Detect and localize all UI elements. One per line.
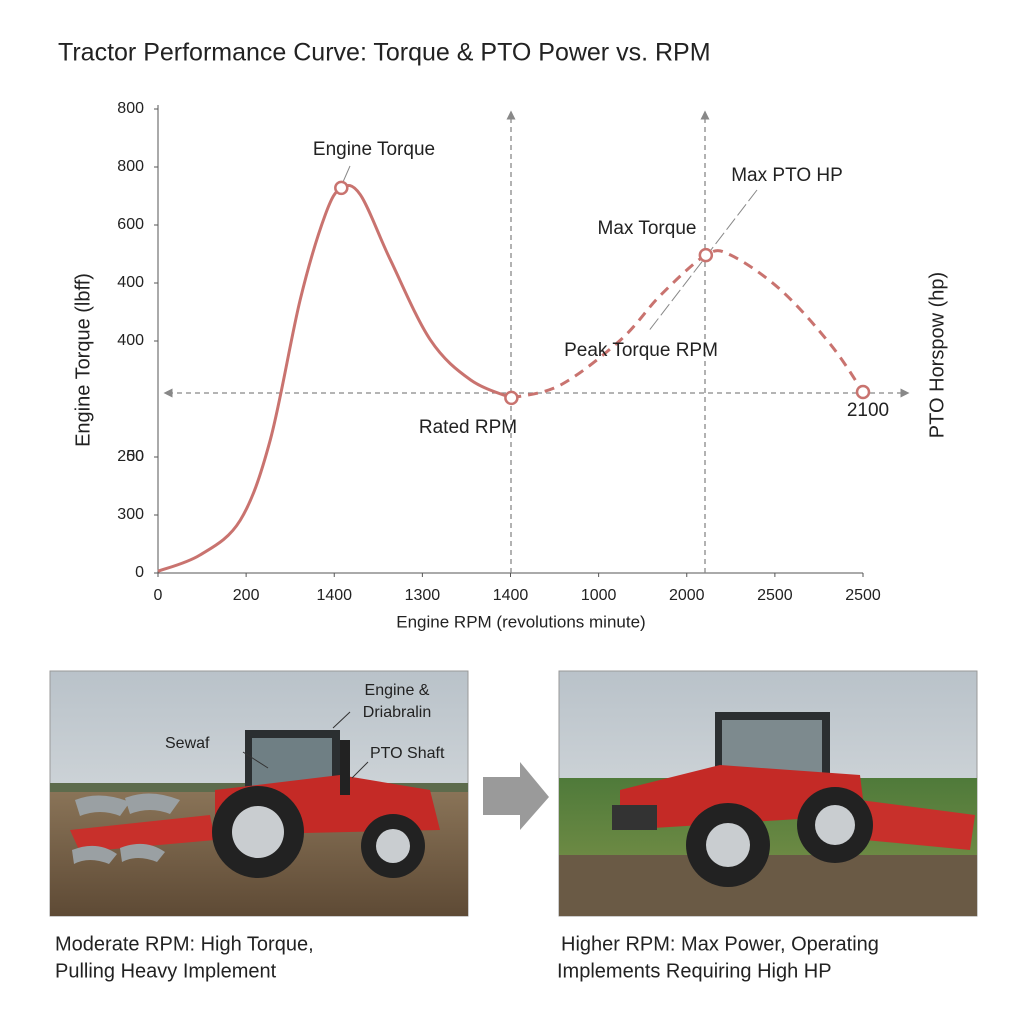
y-tick-label: 0 xyxy=(135,564,144,581)
leader-line xyxy=(647,189,758,333)
leader-line xyxy=(342,165,351,183)
x-tick-label: 2500 xyxy=(757,587,793,604)
annotation: Rated RPM xyxy=(419,417,517,438)
y-tick-label: 400 xyxy=(117,332,144,349)
caption: Implements Requiring High HP xyxy=(557,960,832,982)
x-tick-label: 1000 xyxy=(581,587,617,604)
y2-axis-label: PTO Horspow (hp) xyxy=(926,272,948,438)
x-tick-label: 0 xyxy=(154,587,163,604)
leader-line xyxy=(332,711,351,729)
x-tick-label: 1400 xyxy=(316,587,352,604)
arrow xyxy=(483,762,549,830)
y-tick-label: 800 xyxy=(117,100,144,117)
y-tick-label: 800 xyxy=(117,158,144,175)
caption: Moderate RPM: High Torque, xyxy=(55,933,314,955)
photo-label: Driabralin xyxy=(363,704,431,721)
x-tick-label: 1400 xyxy=(493,587,529,604)
photo xyxy=(49,670,469,917)
y-tick-label: 200 xyxy=(117,448,144,465)
annotation: Max PTO HP xyxy=(731,165,843,186)
x-tick-label: 200 xyxy=(233,587,260,604)
annotation: Peak Torque RPM xyxy=(564,340,718,361)
y-axis-label: Engine Torque (lbff) xyxy=(72,273,94,447)
photo xyxy=(558,670,978,917)
y-tick-label: 50 xyxy=(126,448,144,465)
point-marker xyxy=(334,180,349,196)
x-tick-label: 1300 xyxy=(405,587,441,604)
leader-line xyxy=(242,751,269,769)
x-axis-label: Engine RPM (revolutions minute) xyxy=(396,612,645,631)
x-tick-label: 2500 xyxy=(845,587,881,604)
caption: Higher RPM: Max Power, Operating xyxy=(561,933,879,955)
annotation: Engine Torque xyxy=(313,139,435,160)
point-marker xyxy=(855,384,871,400)
annotation: Max Torque xyxy=(598,218,697,239)
photo-label: Sewaf xyxy=(165,735,210,752)
photo-label: Engine & xyxy=(365,682,430,699)
y-tick-label: 300 xyxy=(117,506,144,523)
y-tick-label: 400 xyxy=(117,274,144,291)
x-tick-label: 2000 xyxy=(669,587,705,604)
caption: Pulling Heavy Implement xyxy=(55,960,277,982)
point-marker xyxy=(504,390,519,406)
y-tick-label: 600 xyxy=(117,216,144,233)
point-marker xyxy=(698,247,714,263)
photo-label: PTO Shaft xyxy=(370,745,445,762)
line xyxy=(511,248,865,400)
line xyxy=(157,183,512,573)
leader-line xyxy=(351,761,369,779)
annotation: 2100 xyxy=(847,400,889,421)
chart-title: Tractor Performance Curve: Torque & PTO … xyxy=(58,39,711,67)
